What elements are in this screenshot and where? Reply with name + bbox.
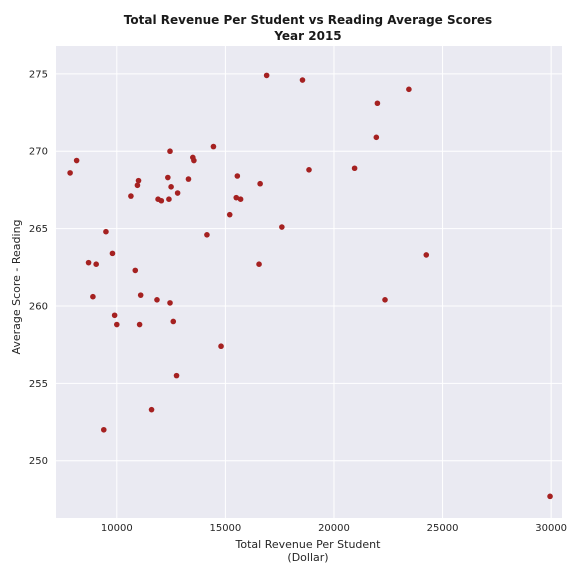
scatter-point <box>279 224 285 230</box>
scatter-point <box>233 194 240 201</box>
scatter-point <box>136 321 143 328</box>
scatter-point <box>135 177 142 184</box>
x-axis-unit-label: (Dollar) <box>287 551 328 564</box>
scatter-point <box>256 261 262 268</box>
data-points <box>67 72 553 500</box>
scatter-point <box>373 134 380 141</box>
scatter-point <box>128 193 134 199</box>
plot-area <box>56 46 562 518</box>
grid-lines <box>56 46 562 518</box>
scatter-point <box>226 211 233 218</box>
y-tick-label: 265 <box>29 224 48 235</box>
scatter-point <box>382 296 388 303</box>
x-tick-label: 25000 <box>427 523 459 534</box>
scatter-point <box>93 261 99 268</box>
scatter-point <box>168 184 174 190</box>
y-tick-label: 270 <box>29 147 48 158</box>
scatter-point <box>109 250 116 257</box>
scatter-point <box>351 165 358 172</box>
scatter-point <box>406 86 412 93</box>
x-tick-label: 30000 <box>535 523 567 534</box>
scatter-point <box>234 173 241 179</box>
scatter-point <box>137 292 144 298</box>
tick-labels: 10000 15000 20000 25000 30000 250 255 260 265 270… <box>29 69 567 534</box>
scatter-point <box>165 174 171 181</box>
scatter-point <box>173 372 180 379</box>
x-axis-label: Total Revenue Per Student <box>235 538 382 551</box>
scatter-point <box>100 426 107 433</box>
scatter-point <box>191 157 197 164</box>
scatter-point <box>154 296 160 303</box>
y-tick-label: 275 <box>29 69 48 80</box>
scatter-point <box>306 167 312 173</box>
scatter-point <box>167 300 173 306</box>
x-tick-label: 15000 <box>209 523 241 534</box>
chart-title: Total Revenue Per Student vs Reading Ave… <box>124 13 492 27</box>
scatter-point <box>547 493 553 500</box>
scatter-point <box>85 259 92 266</box>
scatter-point <box>210 143 217 150</box>
scatter-point <box>263 72 270 79</box>
chart-subtitle: Year 2015 <box>273 29 341 43</box>
y-axis-label: Average Score - Reading <box>10 219 23 354</box>
scatter-point <box>174 190 181 196</box>
x-tick-label: 20000 <box>318 523 350 534</box>
scatter-point <box>374 100 381 107</box>
scatter-point <box>166 196 172 203</box>
scatter-point <box>134 182 141 189</box>
scatter-point <box>204 232 210 238</box>
y-tick-label: 260 <box>29 301 48 312</box>
scatter-point <box>111 312 118 319</box>
scatter-point <box>132 267 139 274</box>
scatter-point <box>90 293 96 300</box>
scatter-point <box>167 148 173 155</box>
y-tick-label: 255 <box>29 379 48 390</box>
scatter-point <box>185 176 192 182</box>
scatter-point <box>299 77 306 83</box>
scatter-point <box>237 196 244 203</box>
scatter-point <box>73 157 80 164</box>
scatter-point <box>218 343 224 350</box>
scatter-point <box>170 318 177 325</box>
scatter-point <box>103 228 109 235</box>
x-tick-label: 10000 <box>101 523 133 534</box>
scatter-point <box>148 406 155 413</box>
y-tick-label: 250 <box>29 456 48 467</box>
scatter-point <box>158 197 165 204</box>
scatter-point <box>67 170 73 176</box>
scatter-point <box>257 180 263 187</box>
scatter-point <box>423 252 430 258</box>
scatter-point <box>114 321 120 328</box>
